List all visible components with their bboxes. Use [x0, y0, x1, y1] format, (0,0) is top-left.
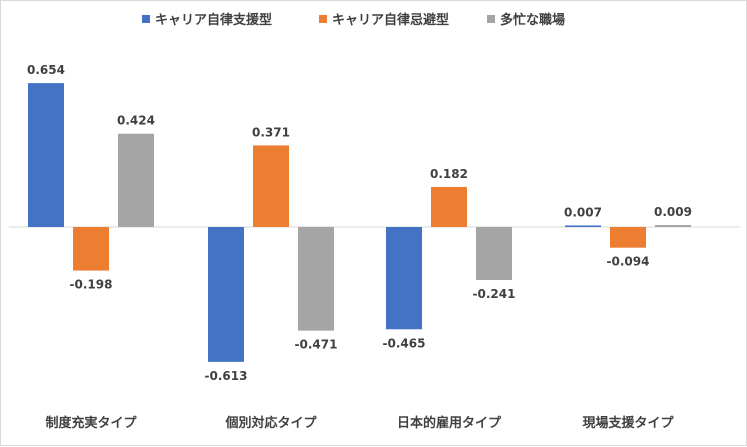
legend: キャリア自律支援型 キャリア自律忌避型 多忙な職場 — [142, 12, 565, 28]
value-label-1-2: -0.198 — [70, 278, 113, 292]
value-label-1-3: 0.424 — [117, 114, 155, 128]
legend-label-1: キャリア自律支援型 — [155, 12, 272, 28]
category-label-1: 制度充実タイプ — [45, 415, 137, 431]
value-label-2-3: -0.471 — [295, 338, 338, 352]
value-label-2-1: -0.613 — [205, 369, 248, 383]
value-label-3-3: -0.241 — [473, 287, 516, 301]
value-label-4-3: 0.009 — [654, 205, 692, 219]
value-label-3-2: 0.182 — [430, 167, 468, 181]
bar-3-1 — [386, 227, 422, 330]
legend-swatch-3 — [487, 15, 495, 23]
legend-swatch-1 — [142, 15, 150, 23]
bar-1-2 — [73, 227, 109, 271]
value-label-4-2: -0.094 — [607, 255, 650, 269]
category-labels: 制度充実タイプ 個別対応タイプ 日本的雇用タイプ 現場支援タイプ — [45, 415, 674, 431]
bar-3-3 — [476, 227, 512, 281]
category-label-4: 現場支援タイプ — [582, 415, 674, 431]
bars — [28, 83, 691, 362]
value-label-3-1: -0.465 — [383, 336, 426, 350]
bar-4-2 — [610, 227, 646, 248]
bar-2-1 — [208, 227, 244, 362]
bar-4-1 — [565, 225, 601, 227]
bar-3-2 — [431, 186, 467, 227]
category-label-3: 日本的雇用タイプ — [397, 415, 502, 431]
bar-1-3 — [118, 133, 154, 227]
legend-label-3: 多忙な職場 — [500, 12, 565, 28]
category-label-2: 個別対応タイプ — [224, 415, 317, 431]
value-label-2-2: 0.371 — [252, 125, 290, 139]
value-label-1-1: 0.654 — [27, 63, 65, 77]
bar-2-2 — [253, 145, 289, 227]
bar-1-1 — [28, 83, 64, 228]
value-label-4-1: 0.007 — [564, 205, 602, 219]
value-labels: 0.654 -0.198 0.424 -0.613 0.371 -0.471 -0.465 0… — [27, 63, 692, 383]
bar-4-3 — [655, 225, 691, 227]
bar-2-3 — [298, 227, 334, 331]
legend-swatch-2 — [319, 15, 327, 23]
legend-label-2: キャリア自律忌避型 — [332, 12, 449, 28]
